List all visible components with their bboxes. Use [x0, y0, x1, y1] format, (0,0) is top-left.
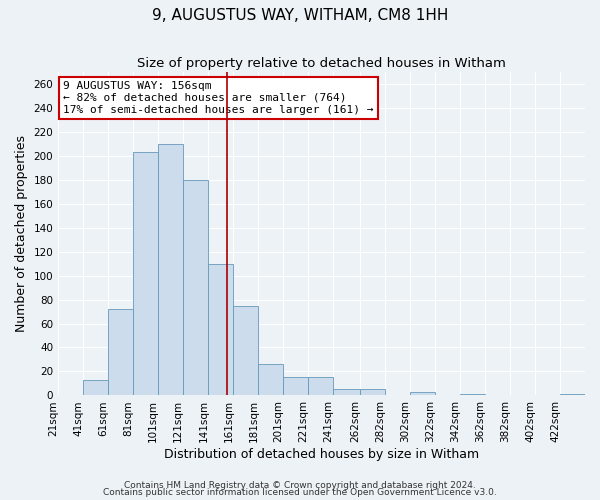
Bar	[283, 378, 308, 396]
Bar	[334, 390, 360, 396]
Text: 9, AUGUSTUS WAY, WITHAM, CM8 1HH: 9, AUGUSTUS WAY, WITHAM, CM8 1HH	[152, 8, 448, 22]
Y-axis label: Number of detached properties: Number of detached properties	[15, 135, 28, 332]
Bar	[133, 152, 158, 396]
Title: Size of property relative to detached houses in Witham: Size of property relative to detached ho…	[137, 58, 506, 70]
Bar	[233, 306, 259, 396]
Text: Contains HM Land Registry data © Crown copyright and database right 2024.: Contains HM Land Registry data © Crown c…	[124, 480, 476, 490]
Bar	[410, 392, 435, 396]
Text: 9 AUGUSTUS WAY: 156sqm
← 82% of detached houses are smaller (764)
17% of semi-de: 9 AUGUSTUS WAY: 156sqm ← 82% of detached…	[64, 82, 374, 114]
Bar	[83, 380, 108, 396]
Bar	[308, 378, 334, 396]
Bar	[158, 144, 184, 396]
Bar	[108, 309, 133, 396]
Bar	[560, 394, 585, 396]
X-axis label: Distribution of detached houses by size in Witham: Distribution of detached houses by size …	[164, 448, 479, 461]
Bar	[259, 364, 283, 396]
Text: Contains public sector information licensed under the Open Government Licence v3: Contains public sector information licen…	[103, 488, 497, 497]
Bar	[460, 394, 485, 396]
Bar	[208, 264, 233, 396]
Bar	[360, 390, 385, 396]
Bar	[184, 180, 208, 396]
